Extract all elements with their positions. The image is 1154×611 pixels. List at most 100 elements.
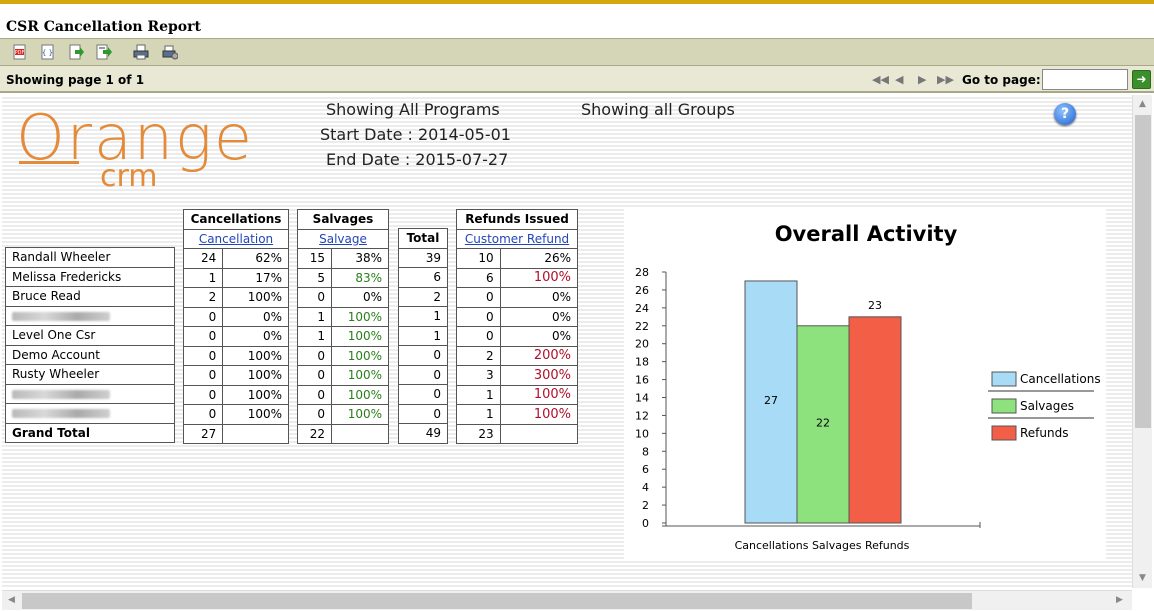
scroll-up-icon[interactable]: ▲	[1139, 99, 1146, 109]
help-icon[interactable]: ?	[1054, 103, 1076, 125]
cancellation-percent: 62%	[222, 248, 289, 269]
cancellation-percent: 100%	[222, 404, 289, 425]
top-accent-bar	[0, 0, 1154, 4]
scroll-left-icon[interactable]: ◀	[8, 595, 15, 605]
vertical-scrollbar[interactable]: ▲ ▼	[1132, 95, 1152, 588]
refund-count: 0	[456, 287, 501, 308]
salvage-percent: 100%	[331, 384, 389, 405]
csr-name: Rusty Wheeler	[5, 364, 175, 385]
grand-total-total: 49	[398, 423, 448, 444]
refund-count: 3	[456, 365, 501, 386]
salvage-count: 0	[296, 287, 333, 308]
salvage-percent: 100%	[331, 345, 389, 366]
refund-count: 10	[456, 248, 501, 269]
goto-page-input[interactable]	[1042, 69, 1128, 90]
csr-names-table: Randall Wheeler Melissa Fredericks Bruce R…	[5, 247, 175, 443]
refunds-header: Refunds Issued	[456, 209, 578, 230]
total-count: 6	[398, 267, 448, 288]
grand-total-cancellations: 27	[182, 423, 224, 444]
salvage-link[interactable]: Salvage	[297, 228, 389, 249]
refund-percent: 200%	[499, 345, 579, 366]
export-all-icon[interactable]	[96, 44, 112, 60]
table-row: 1 100%	[296, 306, 389, 327]
table-row: 15 38%	[296, 248, 389, 269]
salvage-count: 0	[296, 345, 333, 366]
refund-count: 0	[456, 306, 501, 327]
csr-name: Randall Wheeler	[5, 247, 175, 268]
overall-activity-chart: Overall Activity 0 2 4 6 8 10 12 14 16 18 20 22 24 26 2…	[624, 208, 1106, 560]
cancellation-percent: 17%	[222, 267, 289, 288]
cancellation-percent: 0%	[222, 306, 289, 327]
salvage-percent: 83%	[331, 267, 389, 288]
grand-total-row: 27	[182, 423, 289, 444]
cancellation-count: 0	[182, 326, 224, 347]
csr-name	[5, 383, 175, 404]
prev-page-icon[interactable]: ◀	[895, 73, 904, 86]
salvage-count: 0	[296, 384, 333, 405]
xml-export-icon[interactable]: { }	[40, 44, 56, 60]
programs-filter-text: Showing All Programs	[326, 100, 500, 119]
groups-filter-text: Showing all Groups	[581, 100, 735, 119]
cancellation-link[interactable]: Cancellation	[183, 228, 289, 249]
empty-cell	[331, 423, 389, 444]
refund-percent: 26%	[499, 248, 579, 269]
refunds-table: Refunds Issued Customer Refund 10 26% 6 10 0…	[456, 209, 579, 444]
table-row: 0	[398, 403, 448, 424]
total-count: 1	[398, 325, 448, 346]
empty-cell	[222, 423, 289, 444]
table-row: 10 26%	[456, 248, 579, 269]
table-row: 3 300%	[456, 365, 579, 386]
cancellation-count: 0	[182, 404, 224, 425]
table-row: Demo Account	[5, 344, 175, 365]
y-tick-label: 10	[635, 427, 649, 440]
table-row: 1 100%	[456, 404, 579, 425]
table-row: 5 83%	[296, 267, 389, 288]
logo-secondary: crm	[100, 159, 158, 188]
customer-refund-link[interactable]: Customer Refund	[456, 228, 578, 249]
table-row: Rusty Wheeler	[5, 364, 175, 385]
salvage-count: 0	[296, 365, 333, 386]
table-row: 24 62%	[182, 248, 289, 269]
bar-value-label: 27	[764, 394, 778, 407]
table-row: 39	[398, 247, 448, 268]
grand-total-row: 49	[398, 423, 448, 444]
print-setup-icon[interactable]	[162, 44, 178, 60]
end-date-text: End Date : 2015-07-27	[326, 150, 509, 169]
scroll-right-icon[interactable]: ▶	[1116, 595, 1123, 605]
print-icon[interactable]	[133, 44, 149, 60]
redacted-name	[12, 389, 110, 399]
salvage-percent: 0%	[331, 287, 389, 308]
next-page-icon[interactable]: ▶	[918, 73, 927, 86]
table-row: 2 100%	[182, 287, 289, 308]
total-count: 0	[398, 345, 448, 366]
horizontal-scroll-thumb[interactable]	[22, 593, 972, 609]
scroll-down-icon[interactable]: ▼	[1139, 573, 1146, 583]
table-row: 1	[398, 306, 448, 327]
vertical-scroll-thumb[interactable]	[1135, 115, 1151, 428]
table-row: 0 100%	[182, 404, 289, 425]
pdf-export-icon[interactable]: PDF	[12, 44, 28, 60]
arrow-right-icon: ➜	[1136, 72, 1147, 86]
export-icon[interactable]	[68, 44, 84, 60]
salvage-percent: 38%	[331, 248, 389, 269]
table-row: 0 0%	[182, 306, 289, 327]
legend-swatch	[991, 398, 1017, 414]
refund-count: 6	[456, 267, 501, 288]
table-row: Randall Wheeler	[5, 247, 175, 268]
table-row: 2 200%	[456, 345, 579, 366]
horizontal-scrollbar[interactable]: ◀ ▶	[2, 590, 1132, 610]
first-page-icon[interactable]: ◀◀	[872, 73, 889, 86]
table-row: 0 100%	[182, 365, 289, 386]
cancellation-count: 0	[182, 384, 224, 405]
cancellation-count: 2	[182, 287, 224, 308]
y-tick-label: 2	[642, 499, 649, 512]
cancellation-count: 0	[182, 365, 224, 386]
y-tick-label: 22	[635, 320, 649, 333]
last-page-icon[interactable]: ▶▶	[937, 73, 954, 86]
start-date-text: Start Date : 2014-05-01	[320, 125, 511, 144]
table-row	[5, 383, 175, 404]
svg-text:{ }: { }	[42, 49, 53, 57]
pager-bar: Showing page 1 of 1 ◀◀ ◀ ▶ ▶▶ Go to page…	[0, 66, 1154, 93]
goto-page-button[interactable]: ➜	[1132, 70, 1151, 89]
page-status: Showing page 1 of 1	[6, 73, 145, 87]
